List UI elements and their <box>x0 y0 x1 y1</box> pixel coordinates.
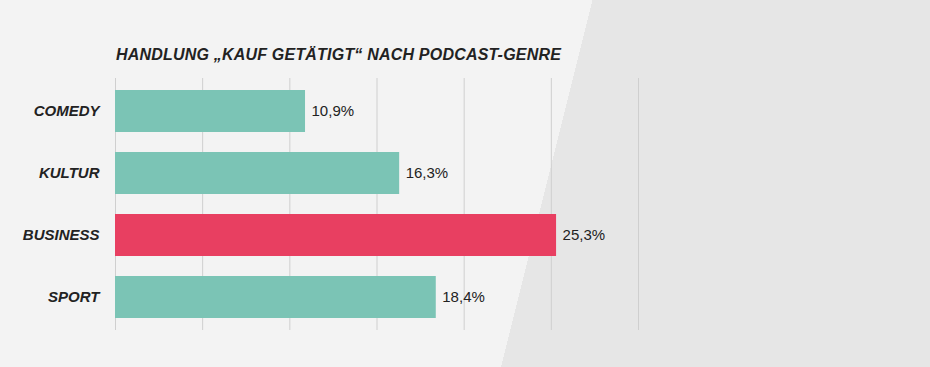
svg-text:BUSINESS: BUSINESS <box>23 226 100 243</box>
svg-text:10,9%: 10,9% <box>312 102 355 119</box>
svg-text:18,4%: 18,4% <box>442 288 485 305</box>
svg-text:COMEDY: COMEDY <box>34 102 102 119</box>
html-text:HANDLUNG „KAUF GETÄTIGT“ NACH: HANDLUNG „KAUF GETÄTIGT“ NACH PODCAST-GE… <box>116 46 561 63</box>
svg-text:16,3%: 16,3% <box>406 164 449 181</box>
svg-text:KULTUR: KULTUR <box>39 164 100 181</box>
svg-text:25,3%: 25,3% <box>563 226 606 243</box>
svg-text:SPORT: SPORT <box>48 288 101 305</box>
